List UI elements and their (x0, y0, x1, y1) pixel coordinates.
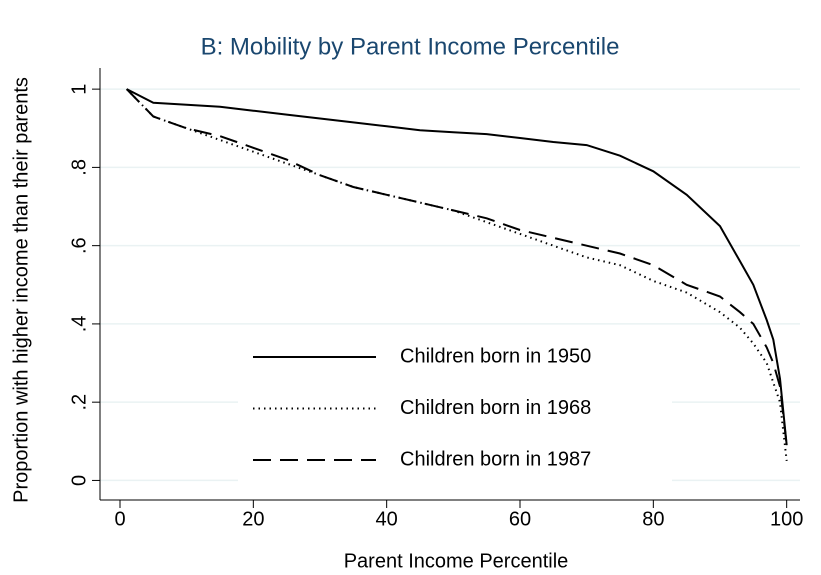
x-tick-label: 20 (242, 508, 264, 530)
y-axis-label: Proportion with higher income than their… (10, 77, 32, 503)
x-tick-label: 80 (642, 508, 664, 530)
y-tick-label: .8 (68, 159, 90, 176)
series-line (126, 88, 788, 446)
x-tick-label: 0 (114, 508, 125, 530)
y-tick-label: .2 (68, 394, 90, 411)
legend-label: Children born in 1987 (400, 448, 591, 470)
series-line (125, 88, 788, 446)
x-tick-label: 100 (770, 508, 803, 530)
y-tick-label: .6 (68, 237, 90, 254)
x-axis-label: Parent Income Percentile (344, 550, 569, 572)
series-line (125, 88, 788, 462)
chart-title: B: Mobility by Parent Income Percentile (201, 33, 620, 60)
y-tick-label: 0 (68, 475, 90, 486)
legend: Children born in 1950 Children born in 19… (238, 334, 672, 490)
y-tick-label: 1 (68, 84, 90, 95)
x-tick-label: 40 (376, 508, 398, 530)
y-tick-label: .4 (68, 316, 90, 333)
legend-label: Children born in 1968 (400, 397, 591, 419)
legend-box (238, 334, 672, 490)
x-tick-label: 60 (509, 508, 531, 530)
legend-label: Children born in 1950 (400, 345, 591, 367)
